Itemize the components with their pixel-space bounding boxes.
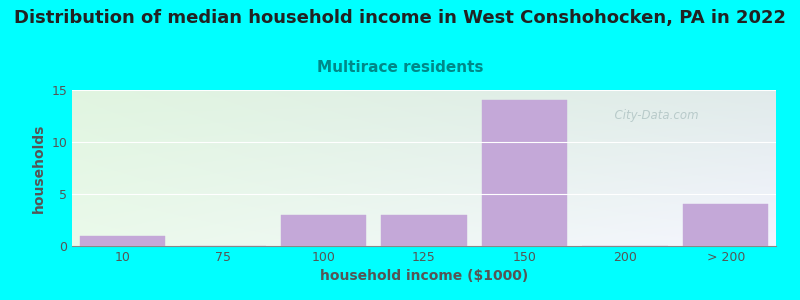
Y-axis label: households: households	[32, 123, 46, 213]
Text: Multirace residents: Multirace residents	[317, 60, 483, 75]
Bar	[79, 236, 165, 246]
Text: Distribution of median household income in West Conshohocken, PA in 2022: Distribution of median household income …	[14, 9, 786, 27]
Text: City-Data.com: City-Data.com	[607, 109, 698, 122]
Bar	[382, 215, 466, 246]
Bar	[281, 215, 366, 246]
Bar	[482, 100, 567, 246]
Bar	[683, 204, 769, 246]
X-axis label: household income ($1000): household income ($1000)	[320, 269, 528, 284]
